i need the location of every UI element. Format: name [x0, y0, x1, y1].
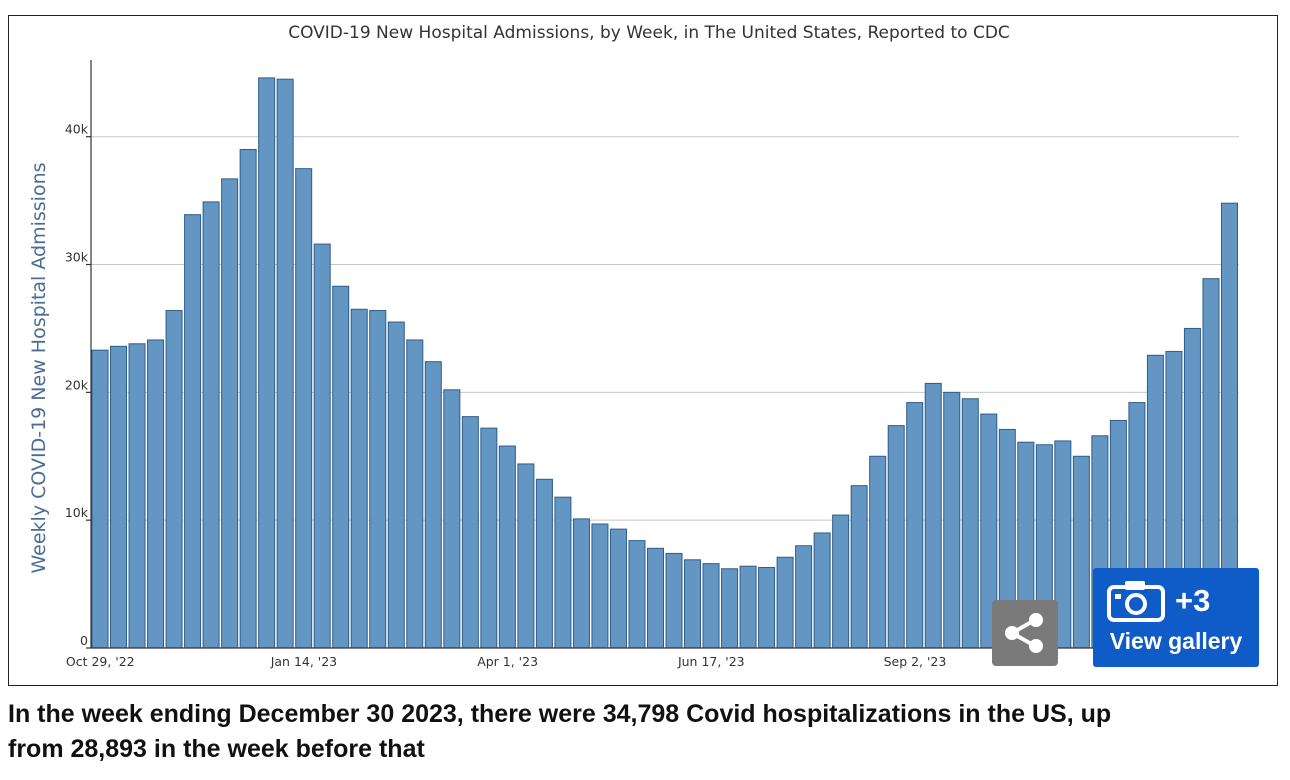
- bar-21: [480, 427, 498, 649]
- bar-53: [1072, 455, 1090, 649]
- bar-16: [387, 321, 405, 649]
- y-tick-label-1: 10k: [65, 505, 89, 520]
- x-tick-label-1: Jan 14, '23: [270, 654, 337, 669]
- x-tick-label-3: Jun 17, '23: [677, 654, 745, 669]
- bar-17: [406, 339, 424, 649]
- bar-8: [239, 148, 257, 649]
- x-tick-label-4: Sep 2, '23: [884, 654, 947, 669]
- chart-title: COVID-19 New Hospital Admissions, by Wee…: [288, 23, 1010, 43]
- bar-33: [702, 563, 720, 649]
- bar-29: [628, 540, 646, 649]
- gallery-count: +3: [1175, 583, 1211, 618]
- bar-47: [961, 398, 979, 649]
- share-icon: [1005, 613, 1043, 653]
- y-axis-label: Weekly COVID-19 New Hospital Admissions: [28, 162, 50, 573]
- bar-6: [202, 201, 220, 649]
- bars: [91, 77, 1239, 649]
- bar-34: [721, 568, 739, 649]
- bar-31: [665, 552, 683, 649]
- chart: COVID-19 New Hospital Admissions, by Wee…: [28, 23, 1252, 669]
- bar-40: [832, 514, 850, 649]
- bar-10: [276, 78, 294, 649]
- bar-24: [535, 478, 553, 649]
- y-ticks: 0 10k 20k 30k 40k: [65, 122, 91, 649]
- caption: In the week ending December 30 2023, the…: [8, 697, 1282, 767]
- bar-22: [498, 445, 516, 649]
- y-tick-label-0: 0: [80, 633, 88, 648]
- bar-42: [869, 455, 887, 649]
- bar-3: [147, 339, 165, 649]
- bar-28: [609, 528, 627, 649]
- y-tick-label-2: 20k: [65, 377, 89, 392]
- bar-36: [758, 566, 776, 649]
- bar-39: [813, 532, 831, 649]
- bar-44: [906, 402, 924, 649]
- caption-line-2: from 28,893 in the week before that: [8, 735, 425, 763]
- bar-15: [369, 310, 387, 649]
- bar-23: [517, 463, 535, 649]
- bar-5: [184, 214, 202, 649]
- bar-38: [795, 545, 813, 649]
- bar-35: [739, 565, 757, 649]
- x-tick-label-2: Apr 1, '23: [477, 654, 538, 669]
- bar-25: [554, 496, 572, 649]
- view-gallery-button[interactable]: +3 View gallery: [1093, 568, 1259, 667]
- bar-18: [424, 361, 442, 649]
- bar-27: [591, 523, 609, 649]
- x-tick-label-0: Oct 29, '22: [66, 654, 135, 669]
- y-tick-label-4: 40k: [65, 122, 89, 137]
- bar-32: [684, 559, 702, 649]
- bar-46: [943, 391, 961, 649]
- bar-1: [110, 345, 128, 649]
- bar-20: [461, 416, 479, 649]
- bar-2: [128, 343, 146, 649]
- bar-14: [350, 308, 368, 649]
- bar-37: [776, 556, 794, 649]
- bar-26: [572, 518, 590, 649]
- gallery-label: View gallery: [1109, 628, 1243, 654]
- caption-line-1: In the week ending December 30 2023, the…: [8, 700, 1112, 728]
- bar-0: [91, 349, 109, 649]
- bar-19: [443, 389, 461, 649]
- bar-7: [221, 178, 239, 649]
- bar-13: [332, 285, 350, 649]
- share-button[interactable]: [992, 600, 1058, 666]
- bar-11: [295, 168, 313, 649]
- bar-43: [887, 425, 905, 649]
- bar-45: [924, 382, 942, 649]
- y-tick-label-3: 30k: [65, 250, 89, 265]
- bar-41: [850, 485, 868, 649]
- bar-4: [165, 310, 183, 649]
- chart-frame: COVID-19 New Hospital Admissions, by Wee…: [8, 15, 1278, 686]
- bar-30: [646, 547, 665, 649]
- x-ticks: Oct 29, '22 Jan 14, '23 Apr 1, '23 Jun 17, …: [66, 654, 1252, 669]
- camera-icon: [1107, 581, 1165, 622]
- bar-9: [258, 77, 276, 649]
- bar-12: [313, 243, 331, 649]
